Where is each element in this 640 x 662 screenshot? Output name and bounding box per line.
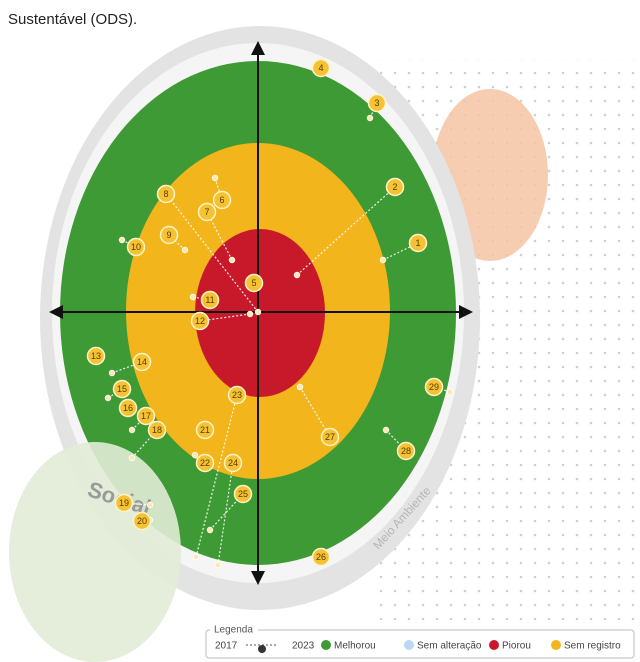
marker-origin: [109, 370, 115, 376]
marker-origin: [182, 247, 188, 253]
marker-origin: [207, 527, 213, 533]
marker-origin: [383, 427, 389, 433]
marker-origin: [367, 115, 373, 121]
marker-label: 8: [163, 189, 168, 199]
marker-label: 23: [232, 390, 242, 400]
legend-item: Sem alteração: [417, 641, 482, 652]
marker-label: 20: [137, 516, 147, 526]
marker-label: 7: [204, 207, 209, 217]
marker-origin: [193, 554, 199, 560]
legend-item: Piorou: [502, 641, 531, 652]
legend-end: 2023: [292, 641, 315, 652]
legend-dot: [258, 645, 266, 653]
marker-origin: [229, 257, 235, 263]
marker-label: 26: [316, 552, 326, 562]
marker-label: 2: [392, 182, 397, 192]
marker-label: 19: [119, 498, 129, 508]
legend-item: Melhorou: [334, 641, 376, 652]
legend: Legenda 2017 2023 Melhorou Sem alteração P…: [206, 624, 634, 658]
marker-label: 27: [325, 432, 335, 442]
marker-label: 4: [318, 63, 323, 73]
marker-origin: [192, 452, 198, 458]
marker-label: 3: [374, 98, 379, 108]
marker-label: 1: [415, 238, 420, 248]
legend-item: Sem registro: [564, 641, 621, 652]
marker-origin: [105, 395, 111, 401]
marker-label: 22: [200, 458, 210, 468]
marker-label: 25: [238, 489, 248, 499]
marker-origin: [255, 309, 261, 315]
marker-label: 6: [219, 195, 224, 205]
marker-origin: [294, 272, 300, 278]
deco-circle: [9, 442, 181, 662]
marker-label: 15: [117, 384, 127, 394]
marker-label: 14: [137, 357, 147, 367]
marker-label: 16: [123, 403, 133, 413]
marker-origin: [247, 311, 253, 317]
marker-label: 10: [131, 242, 141, 252]
title: Sustentável (ODS).: [8, 11, 137, 28]
marker-label: 29: [429, 382, 439, 392]
marker-origin: [147, 502, 153, 508]
marker-origin: [212, 175, 218, 181]
page: Sustentável (ODS). Social Meio Ambiente …: [0, 0, 640, 662]
marker-origin: [119, 237, 125, 243]
marker-label: 11: [205, 295, 214, 305]
marker-origin: [129, 455, 135, 461]
marker-label: 24: [228, 458, 238, 468]
legend-swatch: [321, 640, 331, 650]
legend-title: Legenda: [214, 625, 253, 636]
marker-label: 18: [152, 425, 162, 435]
marker-origin: [129, 427, 135, 433]
marker-label: 12: [195, 316, 205, 326]
marker-label: 28: [401, 446, 411, 456]
marker-origin: [215, 562, 221, 568]
legend-swatch: [404, 640, 414, 650]
marker-origin: [297, 384, 303, 390]
legend-swatch: [489, 640, 499, 650]
legend-swatch: [551, 640, 561, 650]
marker-label: 5: [251, 278, 256, 288]
marker-origin: [380, 257, 386, 263]
marker-label: 13: [91, 351, 101, 361]
marker-label: 9: [166, 230, 171, 240]
marker-label: 21: [200, 425, 210, 435]
marker-origin: [190, 294, 196, 300]
marker-label: 17: [141, 411, 151, 421]
marker-origin: [447, 389, 453, 395]
legend-start: 2017: [215, 641, 238, 652]
